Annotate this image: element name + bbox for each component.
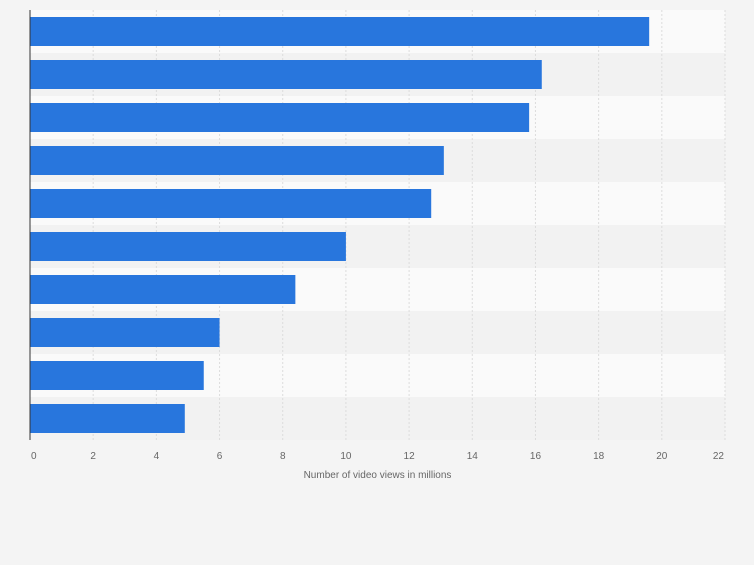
x-tick-label: 6: [217, 451, 223, 462]
x-tick-label: 22: [713, 451, 725, 462]
x-axis-label: Number of video views in millions: [304, 470, 452, 481]
x-tick-label: 8: [280, 451, 286, 462]
bar: [30, 103, 530, 132]
x-tick-label: 2: [90, 451, 96, 462]
x-tick-label: 10: [340, 451, 352, 462]
bar: [30, 318, 220, 347]
bar: [30, 275, 296, 304]
x-tick-label: 18: [593, 451, 605, 462]
bar: [30, 404, 185, 433]
x-tick-label: 4: [154, 451, 160, 462]
bar: [30, 60, 542, 89]
x-tick-labels: 0 2 4 6 8 10 12 14 16 18 20 22: [31, 451, 724, 462]
bar: [30, 189, 432, 218]
x-tick-label: 12: [404, 451, 416, 462]
bars: [30, 17, 650, 433]
bar: [30, 232, 346, 261]
bar: [30, 17, 650, 46]
bar: [30, 361, 204, 390]
x-tick-label: 16: [530, 451, 542, 462]
bar: [30, 146, 444, 175]
x-tick-label: 0: [31, 451, 37, 462]
x-tick-label: 14: [467, 451, 479, 462]
x-tick-label: 20: [656, 451, 668, 462]
